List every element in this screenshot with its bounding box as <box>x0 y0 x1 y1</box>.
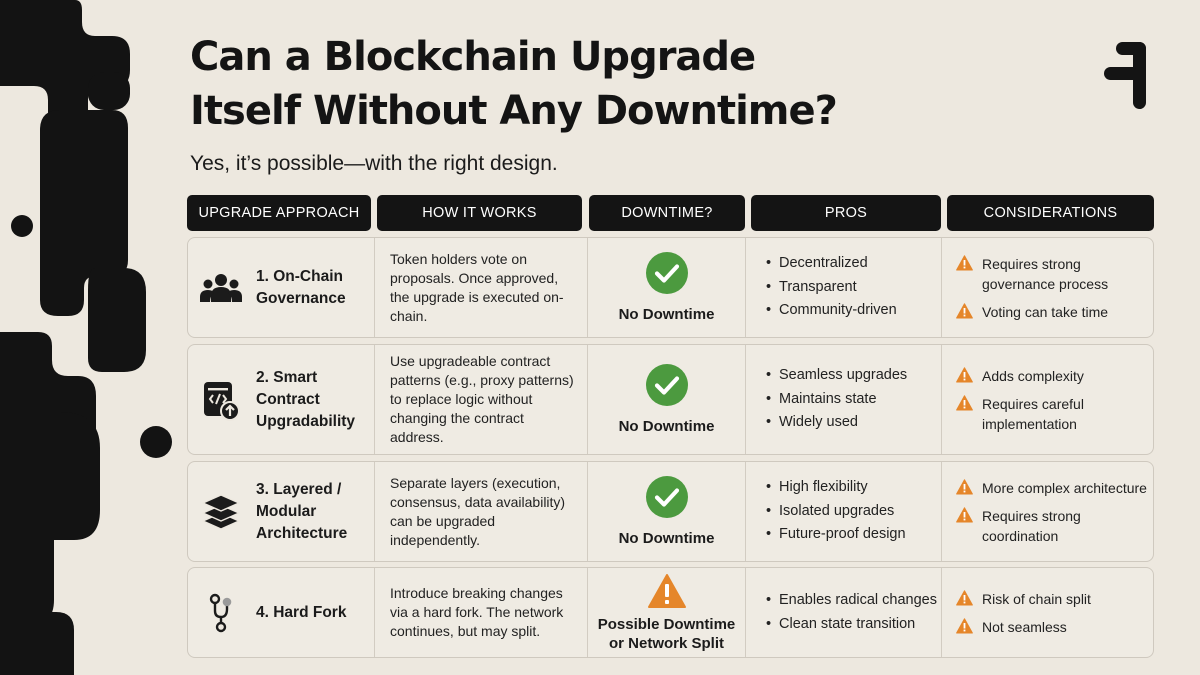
pro-item: • Community-driven <box>766 302 897 319</box>
table-row: 2. Smart Contract Upgradability Use upgra… <box>187 344 1154 455</box>
header-upgrade-approach: UPGRADE APPROACH <box>187 195 371 231</box>
pros-cell: • Enables radical changes • Clean state tr… <box>746 568 941 657</box>
pro-item: • Seamless upgrades <box>766 367 908 384</box>
warning-icon <box>956 394 973 410</box>
consideration-item: Requires careful implementation <box>956 394 1148 434</box>
consideration-item: More complex architecture <box>956 478 1147 498</box>
warning-icon <box>956 366 973 382</box>
consideration-item: Voting can take time <box>956 302 1108 322</box>
considerations-cell: Adds complexity Requires careful impleme… <box>942 345 1154 454</box>
layers-icon <box>200 491 242 533</box>
pro-item: • Decentralized <box>766 255 868 272</box>
warning-icon <box>956 302 973 318</box>
consideration-item: Not seamless <box>956 617 1067 637</box>
pro-item: • Transparent <box>766 278 857 295</box>
how-it-works-cell: Separate layers (execution, consensus, d… <box>390 474 566 548</box>
approach-label: 4. Hard Fork <box>256 603 347 621</box>
downtime-cell: Possible Downtime or Network Split <box>588 568 745 657</box>
fork-icon <box>200 592 242 634</box>
brand-logo-icon <box>1104 42 1146 109</box>
page-subtitle: Yes, it’s possible—with the right design… <box>190 152 558 175</box>
pros-cell: • Decentralized • Transparent • Community-d… <box>746 238 941 337</box>
warning-icon <box>956 254 973 270</box>
approach-cell: 4. Hard Fork <box>188 568 374 657</box>
pro-item: • Clean state transition <box>766 615 916 632</box>
table-row: 1. On-Chain Governance Token holders vote… <box>187 237 1154 338</box>
check-icon <box>645 252 688 294</box>
downtime-cell: No Downtime <box>588 462 745 561</box>
title-line-1: Can a Blockchain Upgrade <box>190 34 756 80</box>
warning-icon <box>956 589 973 605</box>
header-downtime: DOWNTIME? <box>589 195 745 231</box>
warning-icon <box>647 573 686 608</box>
smart-contract-icon <box>200 379 242 421</box>
consideration-item: Requires strong coordination <box>956 506 1148 546</box>
page-title: Can a Blockchain Upgrade Itself Without … <box>190 30 1010 138</box>
downtime-cell: No Downtime <box>588 345 745 454</box>
approach-cell: 1. On-Chain Governance <box>188 238 374 337</box>
header-pros: PROS <box>751 195 941 231</box>
pro-item: • High flexibility <box>766 479 868 496</box>
considerations-cell: More complex architecture Requires stron… <box>942 462 1154 561</box>
decorative-blob-shapes <box>0 0 172 675</box>
pro-item: • Maintains state <box>766 390 877 407</box>
how-it-works-cell: Introduce breaking changes via a hard fo… <box>390 585 564 639</box>
downtime-status: No Downtime <box>618 418 715 435</box>
pro-item: • Enables radical changes <box>766 592 937 608</box>
considerations-cell: Requires strong governance process Votin… <box>942 238 1154 337</box>
consideration-item: Risk of chain split <box>956 589 1091 609</box>
pros-cell: • Seamless upgrades • Maintains state • Wid… <box>746 345 941 454</box>
pro-item: • Future-proof design <box>766 526 906 543</box>
header-considerations: CONSIDERATIONS <box>947 195 1154 231</box>
downtime-status: No Downtime <box>618 530 715 547</box>
considerations-cell: Risk of chain split Not seamless <box>942 568 1154 657</box>
check-icon <box>645 476 688 518</box>
table-row: 3. Layered / Modular Architecture Separate… <box>187 461 1154 562</box>
approach-label: 2. Smart Contract Upgradability <box>256 368 356 430</box>
people-icon <box>200 267 242 309</box>
downtime-cell: No Downtime <box>588 238 745 337</box>
table-row: 4. Hard Fork Introduce breaking changes … <box>187 567 1154 658</box>
header-how-it-works: HOW IT WORKS <box>377 195 582 231</box>
warning-icon <box>956 478 973 494</box>
downtime-status: Possible Downtime or Network Split <box>597 615 736 652</box>
approach-label: 3. Layered / Modular Architecture <box>256 480 348 542</box>
check-icon <box>645 364 688 406</box>
title-line-2: Itself Without Any Downtime? <box>190 88 838 134</box>
how-it-works-cell: Token holders vote on proposals. Once ap… <box>390 250 564 324</box>
consideration-item: Requires strong governance process <box>956 254 1148 294</box>
consideration-item: Adds complexity <box>956 366 1084 386</box>
approach-label: 1. On-Chain Governance <box>256 267 346 307</box>
pro-item: • Isolated upgrades <box>766 502 895 519</box>
warning-icon <box>956 617 973 633</box>
pro-item: • Widely used <box>766 414 858 431</box>
approach-cell: 2. Smart Contract Upgradability <box>188 345 374 454</box>
how-it-works-cell: Use upgradeable contract patterns (e.g.,… <box>390 353 574 445</box>
downtime-status: No Downtime <box>618 306 715 323</box>
approach-cell: 3. Layered / Modular Architecture <box>188 462 374 561</box>
warning-icon <box>956 506 973 522</box>
pros-cell: • High flexibility • Isolated upgrades • Fu… <box>746 462 941 561</box>
